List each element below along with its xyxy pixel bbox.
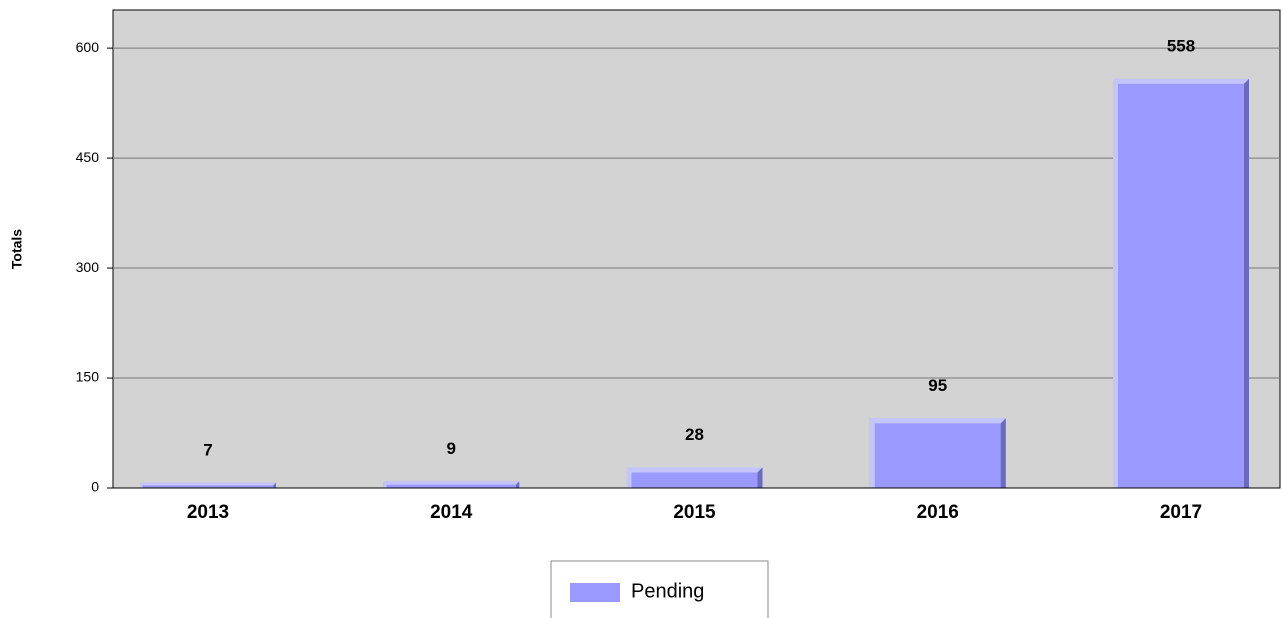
bar-bevel-light [626,467,763,488]
legend-swatch [570,583,620,602]
x-tick-label: 2016 [917,502,959,523]
x-tick-label: 2014 [430,502,473,523]
y-tick-label: 450 [76,149,100,165]
y-axis-label: Totals [9,229,25,269]
value-label: 28 [685,425,704,444]
y-tick-label: 0 [91,479,99,495]
bar-bevel-dark [757,467,763,488]
bar [1113,78,1249,488]
x-tick-label: 2013 [187,502,229,523]
bar-bevel-light [140,482,276,488]
bar-bevel-light [383,481,520,488]
x-tick-label: 2015 [673,502,716,523]
y-tick-label: 300 [76,259,100,275]
value-label: 9 [447,439,456,458]
plot-area [112,9,1281,489]
bar-bevel-dark [1000,418,1006,488]
value-label: 558 [1167,36,1195,55]
value-label: 95 [928,376,947,395]
y-tick-label: 600 [76,39,100,55]
x-tick-label: 2017 [1160,502,1202,523]
value-label: 7 [203,440,212,459]
bar-bevel-dark [1244,78,1249,488]
bar-bevel-dark [273,482,276,488]
bar-bevel-dark [515,481,520,488]
bar [869,418,1006,488]
y-tick-label: 150 [76,369,100,385]
legend-label: Pending [631,580,704,602]
bar [626,467,763,488]
